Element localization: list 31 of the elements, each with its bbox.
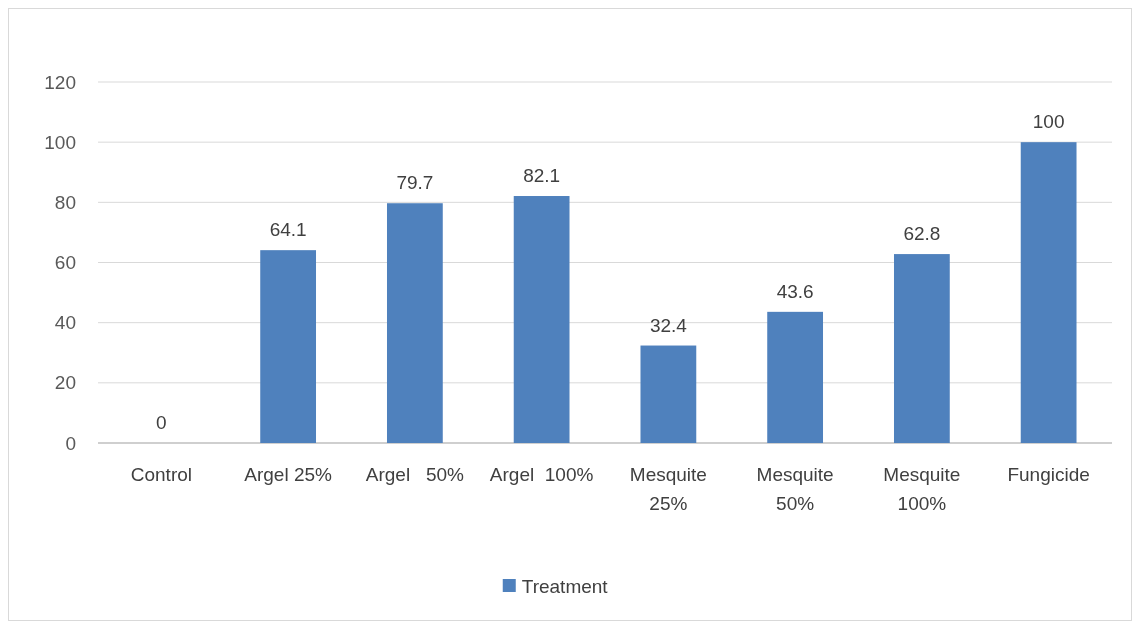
data-label: 32.4 — [649, 314, 688, 336]
x-tick-label: Fungicide — [1007, 464, 1090, 485]
bar — [260, 250, 317, 443]
data-label: 82.1 — [523, 165, 561, 187]
x-tick-label: Argel 25% — [244, 464, 333, 485]
bar — [640, 345, 697, 443]
x-tick-label: Mesquite 25% — [629, 464, 707, 514]
x-tick-label: Control — [130, 464, 192, 485]
data-label: 79.7 — [396, 172, 434, 194]
x-tick-label: Mesquite 50% — [756, 464, 834, 514]
data-label: 62.8 — [903, 223, 941, 245]
bar — [893, 254, 950, 443]
y-tick-label: 60 — [54, 252, 76, 274]
x-tick-label: Mesquite 100% — [883, 464, 961, 514]
y-tick-label: 20 — [54, 372, 76, 394]
y-tick-label: 120 — [44, 71, 76, 93]
y-tick-label: 0 — [65, 432, 76, 454]
bar — [513, 196, 570, 443]
data-label: 64.1 — [269, 219, 307, 241]
legend-label: Treatment — [521, 575, 609, 597]
bar — [1020, 142, 1077, 443]
bar — [386, 203, 443, 443]
x-tick-label: Argel 50% — [365, 464, 465, 485]
data-label: 43.6 — [776, 280, 814, 302]
y-tick-label: 40 — [54, 312, 76, 334]
bar — [767, 311, 824, 443]
x-tick-label: Argel 100% — [489, 464, 594, 485]
data-label: 0 — [156, 412, 167, 433]
data-label: 100 — [1032, 111, 1065, 133]
y-tick-label: 100 — [44, 131, 76, 153]
y-tick-label: 80 — [54, 191, 76, 213]
